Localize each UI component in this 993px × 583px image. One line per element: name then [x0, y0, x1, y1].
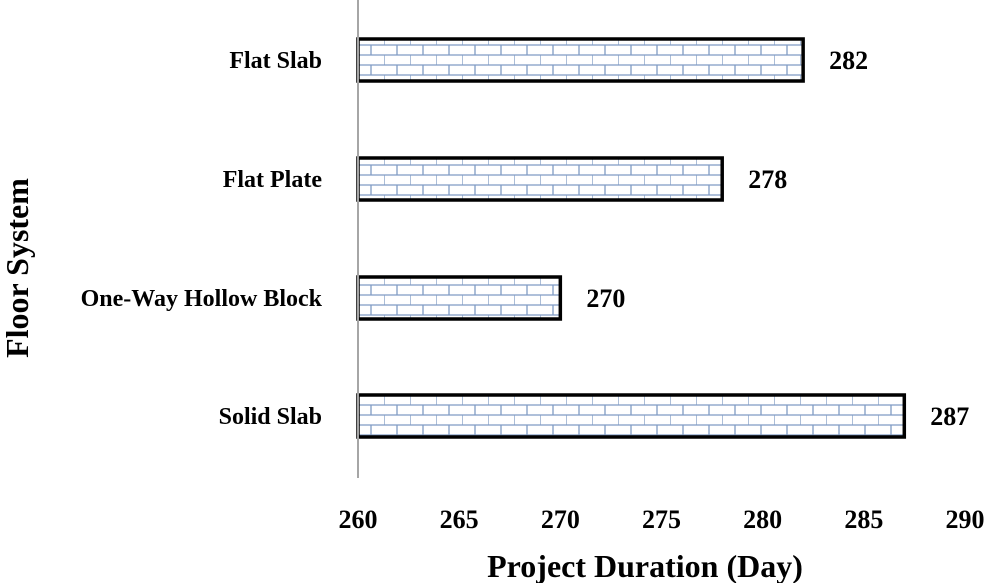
x-tick-label-4: 280 — [743, 505, 782, 534]
bar-2 — [356, 275, 563, 321]
y-axis-title: Floor System — [0, 178, 35, 358]
data-label-0: 282 — [829, 46, 868, 75]
x-tick-label-1: 265 — [440, 505, 479, 534]
data-labels: 282 278 270 287 — [586, 46, 969, 431]
x-tick-label-0: 260 — [339, 505, 378, 534]
data-label-1: 278 — [748, 165, 787, 194]
category-label-3: Solid Slab — [219, 404, 322, 430]
category-label-2: One-Way Hollow Block — [81, 286, 323, 312]
x-tick-label-6: 290 — [946, 505, 985, 534]
x-tick-labels: 260 265 270 275 280 285 290 — [339, 505, 985, 534]
category-label-1: Flat Plate — [223, 167, 323, 193]
data-label-3: 287 — [930, 402, 969, 431]
x-tick-label-5: 285 — [844, 505, 883, 534]
category-labels: Flat Slab Flat Plate One-Way Hollow Block S… — [81, 48, 323, 430]
x-tick-label-2: 270 — [541, 505, 580, 534]
bar-1 — [356, 156, 724, 202]
x-tick-label-3: 275 — [642, 505, 681, 534]
x-axis-title: Project Duration (Day) — [487, 548, 803, 583]
bar-3 — [356, 393, 907, 439]
bar-0 — [356, 37, 805, 83]
category-label-0: Flat Slab — [229, 48, 322, 74]
bars-group — [356, 37, 907, 439]
data-label-2: 270 — [586, 284, 625, 313]
